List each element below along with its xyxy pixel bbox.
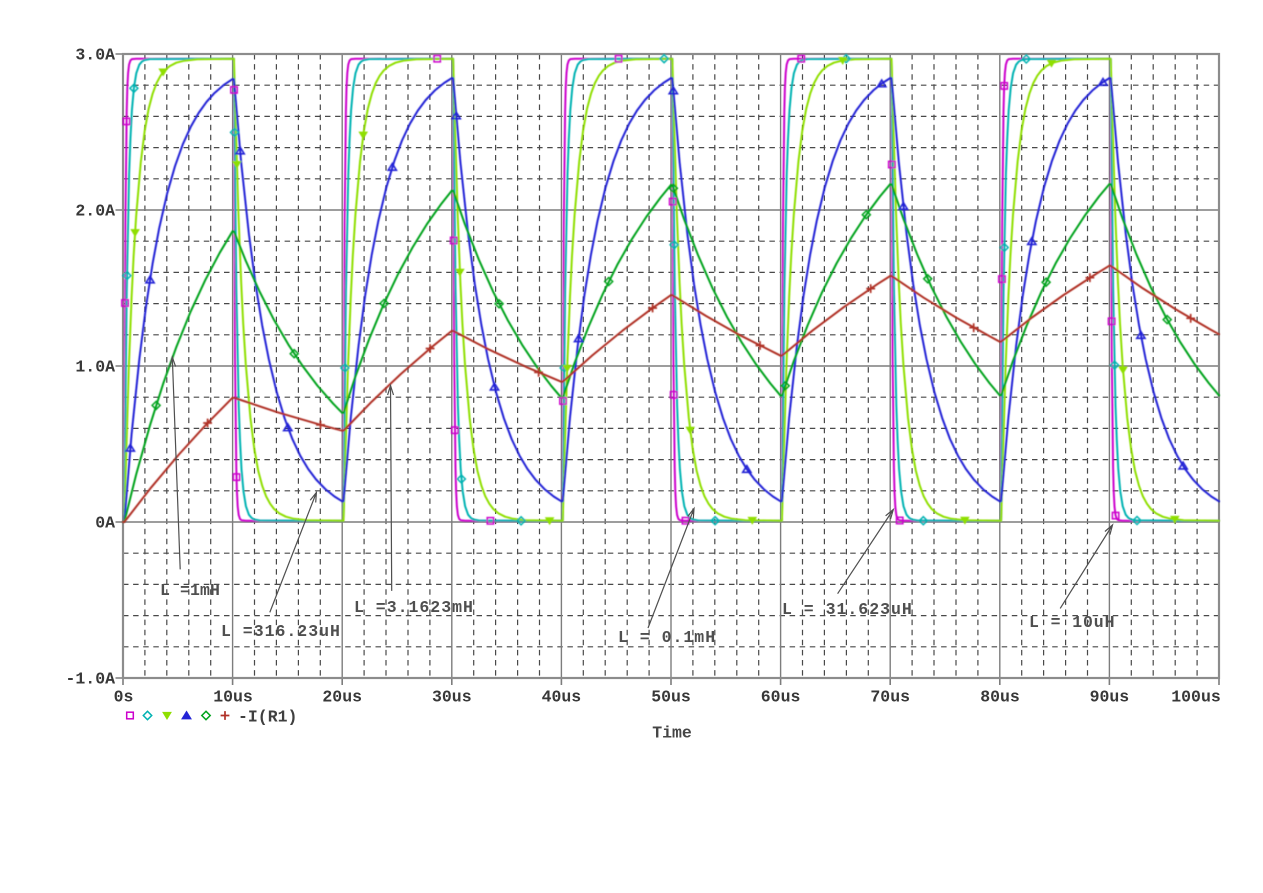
svg-text:L =3.1623mH: L =3.1623mH — [354, 598, 474, 617]
svg-text:70us: 70us — [870, 688, 910, 707]
svg-text:60us: 60us — [761, 688, 801, 707]
svg-text:0A: 0A — [95, 514, 115, 533]
svg-text:40us: 40us — [542, 688, 582, 707]
svg-text:L =316.23uH: L =316.23uH — [221, 622, 341, 641]
svg-text:3.0A: 3.0A — [75, 46, 115, 65]
svg-text:2.0A: 2.0A — [75, 202, 115, 221]
svg-text:-1.0A: -1.0A — [65, 670, 115, 689]
svg-text:1.0A: 1.0A — [75, 358, 115, 377]
svg-text:-I(R1): -I(R1) — [238, 708, 297, 727]
svg-text:50us: 50us — [651, 688, 691, 707]
svg-text:80us: 80us — [980, 688, 1020, 707]
svg-text:100us: 100us — [1171, 688, 1221, 707]
svg-text:L = 31.623uH: L = 31.623uH — [782, 600, 913, 619]
svg-text:30us: 30us — [432, 688, 472, 707]
svg-text:L = 0.1mH: L = 0.1mH — [618, 628, 716, 647]
svg-text:20us: 20us — [322, 688, 362, 707]
svg-text:10us: 10us — [213, 688, 253, 707]
svg-text:90us: 90us — [1090, 688, 1130, 707]
svg-text:L =1mH: L =1mH — [160, 581, 220, 600]
svg-text:L = 10uH: L = 10uH — [1029, 613, 1115, 632]
svg-text:Time: Time — [652, 724, 692, 743]
svg-text:0s: 0s — [114, 688, 134, 707]
